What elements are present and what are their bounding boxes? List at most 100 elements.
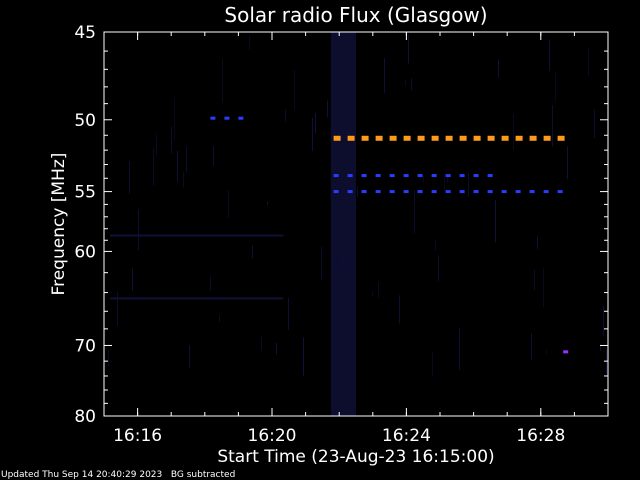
emission-dash	[431, 190, 437, 194]
emission-dash	[224, 116, 230, 120]
emission-dash	[501, 135, 509, 141]
y-axis-label: Frequency [MHz]	[49, 153, 69, 296]
noise-streak	[267, 201, 268, 206]
emission-dash	[473, 190, 479, 194]
noise-streak	[432, 351, 433, 377]
noise-streak	[372, 291, 373, 297]
emission-dash	[238, 116, 244, 120]
emission-dash	[487, 174, 493, 178]
noise-streak	[600, 344, 601, 352]
emission-dash	[333, 190, 339, 194]
emission-dash	[389, 174, 395, 178]
noise-streak	[108, 350, 109, 366]
noise-streak	[285, 108, 286, 122]
emission-dash	[459, 135, 467, 141]
noise-streak	[468, 172, 469, 197]
noise-streak	[594, 109, 595, 138]
emission-dash	[563, 350, 569, 354]
emission-dash	[445, 174, 451, 178]
noise-streak	[321, 246, 322, 281]
noise-streak	[222, 58, 223, 103]
x-tick-label: 16:16	[113, 426, 162, 446]
noise-streak	[414, 189, 415, 234]
noise-streak	[288, 297, 289, 330]
emission-dash	[347, 190, 353, 194]
noise-streak	[534, 269, 535, 291]
noise-streak	[603, 305, 604, 337]
noise-streak	[153, 147, 154, 186]
noise-streak	[294, 70, 295, 111]
y-tick-label: 50	[74, 111, 96, 131]
emission-dash	[375, 135, 383, 141]
noise-streak	[405, 78, 406, 87]
noise-streak	[444, 174, 445, 192]
noise-streak	[177, 150, 178, 182]
noise-streak	[117, 291, 118, 327]
noise-streak	[537, 235, 538, 249]
emission-dash	[210, 116, 216, 120]
burst-column	[330, 32, 356, 416]
noise-streak	[183, 172, 184, 188]
emission-dash	[403, 190, 409, 194]
noise-streak	[378, 281, 379, 298]
emission-dash	[417, 174, 423, 178]
emission-dash	[473, 174, 479, 178]
emission-dash	[529, 190, 535, 194]
emission-dash	[487, 190, 493, 194]
noise-streak	[411, 78, 412, 91]
emission-dash	[417, 135, 425, 141]
noise-streak	[543, 267, 544, 308]
emission-dash	[445, 190, 451, 194]
emission-dash	[459, 174, 465, 178]
emission-dash	[375, 190, 381, 194]
x-tick-label: 16:24	[382, 426, 431, 446]
emission-dash	[529, 135, 537, 141]
noise-streak	[408, 35, 409, 64]
noise-streak	[555, 72, 556, 102]
emission-dash	[557, 190, 563, 194]
noise-streak	[219, 315, 220, 323]
noise-streak	[303, 337, 304, 376]
noise-streak	[249, 35, 250, 50]
emission-dash	[375, 174, 381, 178]
emission-dash	[403, 174, 409, 178]
chart-title: Solar radio Flux (Glasgow)	[224, 3, 487, 27]
emission-dash	[459, 190, 465, 194]
noise-streak	[276, 343, 277, 355]
noise-streak	[513, 114, 514, 151]
axis-ticks: 45 50 55 60 70 80 16:16 16:20 16:24 16:28	[74, 23, 609, 446]
noise-streak	[495, 200, 496, 243]
noise-streak	[498, 59, 499, 78]
noise-streak	[252, 245, 253, 259]
noise-streak	[423, 175, 424, 183]
x-tick-label: 16:28	[516, 426, 565, 446]
y-tick-label: 70	[74, 336, 96, 356]
footer-status: Updated Thu Sep 14 20:40:29 2023 BG subt…	[1, 470, 235, 480]
emission-dash	[333, 174, 339, 178]
noise-streak	[546, 350, 547, 355]
emission-dash	[333, 135, 341, 141]
noise-streak	[129, 161, 130, 194]
emission-dash	[501, 190, 507, 194]
faint-band	[110, 297, 284, 300]
noise-streak	[132, 268, 133, 292]
noise-streak	[606, 349, 607, 374]
emission-dash	[417, 190, 423, 194]
noise-streak	[327, 100, 328, 118]
y-tick-label: 60	[74, 242, 96, 262]
emission-dash	[361, 135, 369, 141]
bg-subtracted-note: BG subtracted	[170, 470, 236, 480]
noise-streak	[567, 146, 568, 180]
emission-dash	[347, 174, 353, 178]
emission-dash	[389, 190, 395, 194]
noise-streak	[228, 189, 229, 218]
emission-dash	[445, 135, 453, 141]
plot-frame	[103, 31, 609, 417]
emission-dash	[515, 190, 521, 194]
emission-dash	[431, 174, 437, 178]
noise-streak	[138, 209, 139, 251]
noise-streak	[588, 47, 589, 77]
noise-streak	[210, 276, 211, 291]
y-tick-label: 80	[74, 407, 96, 427]
